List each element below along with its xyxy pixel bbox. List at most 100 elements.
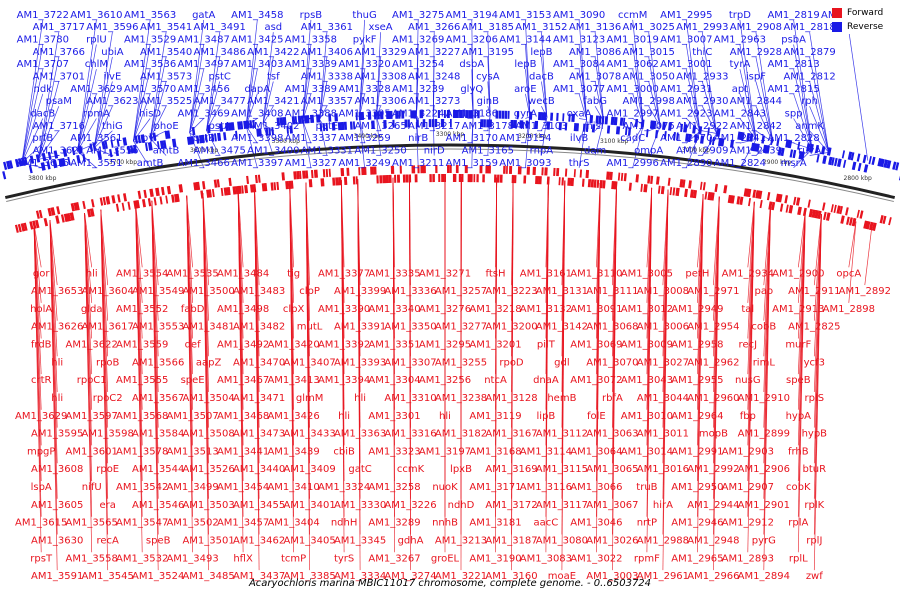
forward-gene-label[interactable]: AM1_3653 [31,286,83,297]
forward-gene-label[interactable]: AM1_3271 [419,268,471,279]
reverse-gene-label[interactable]: AM1_3556 [86,146,138,157]
reverse-gene-label[interactable]: AM1_3623 [86,96,138,107]
forward-gene-label[interactable]: def [185,340,202,351]
forward-gene-label[interactable]: AM1_3171 [469,482,521,493]
forward-gene-label[interactable]: AM1_3223 [485,286,537,297]
forward-gene-label[interactable]: AM1_3499 [166,482,218,493]
reverse-gene-label[interactable]: AM1_2842 [730,121,782,132]
reverse-gene-label[interactable]: AM1_3136 [569,22,621,33]
reverse-gene-label[interactable]: AM1_3701 [33,72,85,83]
forward-gene-label[interactable]: nrtP [637,518,657,529]
reverse-gene-label[interactable]: pstB [193,133,215,144]
reverse-gene-label[interactable]: ndk [34,84,53,95]
forward-gene-label[interactable]: hypA [786,411,812,422]
reverse-gene-label[interactable]: AM1_3249 [338,158,390,169]
reverse-gene-label[interactable]: AM1_2879 [783,47,835,58]
forward-gene-label[interactable]: AM1_3274 [384,571,436,582]
forward-gene-label[interactable]: AM1_2988 [637,536,689,547]
reverse-gene-label[interactable]: AM1_3338 [301,72,353,83]
forward-gene-label[interactable]: glmM [296,393,324,404]
forward-gene-label[interactable]: AM1_3070 [586,357,638,368]
forward-gene-label[interactable]: gor [33,268,50,279]
forward-gene-label[interactable]: AM1_3457 [217,518,269,529]
reverse-gene-label[interactable]: AM1_3408 [231,109,283,120]
reverse-gene-label[interactable]: AM1_3144 [499,35,551,46]
reverse-gene-label[interactable]: AM1_2841 [714,133,766,144]
reverse-gene-label[interactable]: AM1_3389 [285,84,337,95]
forward-gene-label[interactable]: hirA [653,500,673,511]
reverse-gene-label[interactable]: AM1_3090 [553,10,605,21]
forward-gene-label[interactable]: hli [51,393,63,404]
forward-gene-label[interactable]: AM1_3535 [166,268,218,279]
reverse-gene-label[interactable]: dam [584,146,606,157]
forward-gene-label[interactable]: AM1_3197 [419,446,471,457]
forward-gene-label[interactable]: rimL [753,357,776,368]
forward-gene-label[interactable]: AM1_3410 [267,482,319,493]
reverse-gene-label[interactable]: AM1_3716 [33,121,85,132]
forward-gene-label[interactable]: ntcA [484,375,507,386]
forward-gene-label[interactable]: pilT [537,340,556,351]
forward-gene-label[interactable]: AM1_3501 [182,536,234,547]
forward-gene-label[interactable]: AM1_3437 [233,571,285,582]
forward-gene-label[interactable]: AM1_3114 [520,446,572,457]
forward-gene-label[interactable]: AM1_3307 [384,357,436,368]
forward-gene-label[interactable]: AM1_3604 [82,286,134,297]
reverse-gene-label[interactable]: AM1_3475 [194,146,246,157]
forward-gene-label[interactable]: folE [587,411,606,422]
reverse-gene-label[interactable]: AM1_3629 [70,84,122,95]
forward-gene-label[interactable]: lpxB [450,464,472,475]
reverse-gene-label[interactable]: AM1_3195 [462,47,514,58]
forward-gene-label[interactable]: AM1_3440 [233,464,285,475]
reverse-gene-label[interactable]: tyrA [730,59,751,70]
forward-gene-label[interactable]: AM1_3552 [116,304,168,315]
reverse-gene-label[interactable]: AM1_3153 [499,10,551,21]
forward-gene-label[interactable]: AM1_3169 [485,464,537,475]
forward-gene-label[interactable]: AM1_3345 [334,536,386,547]
forward-gene-label[interactable]: rpsT [30,553,53,564]
forward-gene-label[interactable]: AM1_3394 [318,375,370,386]
forward-gene-label[interactable]: ycf3 [804,357,825,368]
forward-gene-label[interactable]: AM1_3595 [31,429,83,440]
forward-gene-label[interactable]: rplA [788,518,808,529]
forward-gene-label[interactable]: AM1_3504 [182,393,234,404]
reverse-gene-label[interactable]: hisD [139,109,161,120]
reverse-gene-label[interactable]: AM1_3269 [392,35,444,46]
forward-gene-label[interactable]: AM1_3335 [368,268,420,279]
reverse-gene-label[interactable]: AM1_2819 [767,10,819,21]
forward-gene-label[interactable]: AM1_3304 [368,375,420,386]
forward-gene-label[interactable]: AM1_3111 [586,286,638,297]
forward-gene-label[interactable]: nnhB [432,518,458,529]
forward-gene-label[interactable]: AM1_3238 [435,393,487,404]
forward-gene-label[interactable]: AM1_3046 [570,518,622,529]
reverse-gene-label[interactable]: AM1_2890 [660,158,712,169]
reverse-gene-label[interactable]: dapA [244,84,270,95]
reverse-gene-label[interactable]: AM1_3487 [178,35,230,46]
forward-gene-label[interactable]: rpoB [96,357,120,368]
reverse-gene-label[interactable]: dsbA [459,59,484,70]
forward-gene-label[interactable]: AM1_3559 [116,340,168,351]
reverse-gene-label[interactable]: AM1_3084 [553,59,605,70]
forward-gene-label[interactable]: AM1_3468 [217,411,269,422]
reverse-gene-label[interactable]: AM1_3486 [194,47,246,58]
reverse-gene-label[interactable]: AM1_3541 [140,22,192,33]
forward-gene-label[interactable]: AM1_3473 [233,429,285,440]
forward-gene-label[interactable]: tyrS [334,553,354,564]
forward-gene-label[interactable]: AM1_3014 [621,446,673,457]
forward-gene-label[interactable]: AM1_3598 [82,429,134,440]
reverse-gene-label[interactable]: dacB [30,109,55,120]
forward-gene-label[interactable]: AM1_3065 [586,464,638,475]
reverse-gene-label[interactable]: AM1_3265 [354,121,406,132]
reverse-gene-label[interactable]: glyQ [460,84,483,95]
reverse-gene-label[interactable]: AM1_3062 [607,59,659,70]
forward-gene-label[interactable]: rpmF [634,553,660,564]
reverse-gene-label[interactable]: AM1_2812 [783,72,835,83]
reverse-gene-label[interactable]: AM1_2815 [767,84,819,95]
forward-gene-label[interactable]: rpoE [96,464,119,475]
forward-gene-label[interactable]: lspA [31,482,52,493]
forward-gene-label[interactable]: AM1_3161 [520,268,572,279]
forward-gene-label[interactable]: AM1_2971 [687,286,739,297]
reverse-gene-label[interactable]: AM1_3007 [660,35,712,46]
forward-gene-label[interactable]: AM1_3455 [233,500,285,511]
forward-gene-label[interactable]: AM1_3022 [570,553,622,564]
reverse-gene-label[interactable]: apt [732,84,748,95]
